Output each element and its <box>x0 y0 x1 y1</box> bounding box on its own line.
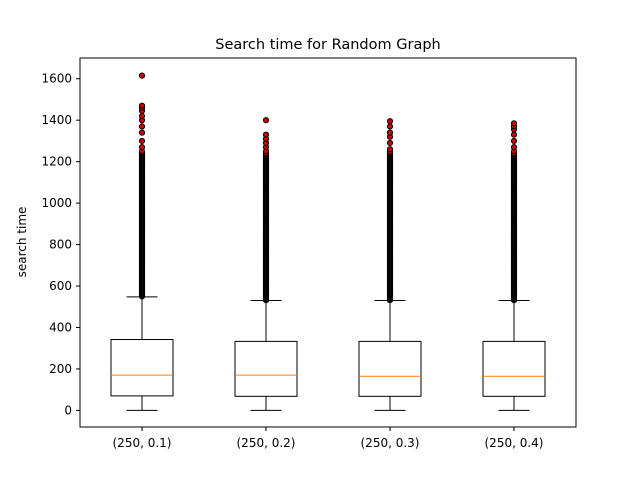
y-tick-label: 1200 <box>41 155 72 169</box>
y-tick-label: 0 <box>64 403 72 417</box>
outlier-point <box>138 102 146 109</box>
y-tick-label: 600 <box>49 279 72 293</box>
outlier-point <box>386 118 394 125</box>
box <box>110 339 174 397</box>
outlier-point <box>138 129 146 136</box>
outlier-point <box>138 123 146 130</box>
plot-area: 0 200 400 600 800 1000 1200 1400 1600 (250, 0.1) (… <box>41 72 546 450</box>
outlier-point <box>510 131 518 138</box>
outlier-point <box>386 139 394 147</box>
x-tick-label: (250, 0.1) <box>113 436 172 450</box>
y-tick-label: 1000 <box>41 196 72 210</box>
box <box>358 340 422 397</box>
outlier-point <box>386 146 394 153</box>
y-tick-label: 800 <box>49 238 72 252</box>
outlier-point <box>138 144 146 151</box>
box <box>234 340 298 397</box>
outlier-point <box>386 123 394 130</box>
y-tick-label: 1600 <box>41 72 72 86</box>
outlier-point <box>386 129 394 136</box>
x-tick-label: (250, 0.3) <box>361 436 420 450</box>
outlier-point <box>510 144 518 151</box>
x-tick-label: (250, 0.4) <box>485 436 544 450</box>
y-tick-label: 200 <box>49 362 72 376</box>
y-tick-label: 400 <box>49 320 72 334</box>
y-tick-label: 1400 <box>41 113 72 127</box>
x-tick-label: (250, 0.2) <box>237 436 296 450</box>
outlier-point <box>262 131 270 138</box>
outlier-point <box>138 137 146 145</box>
outlier-point <box>138 112 146 120</box>
outlier-point <box>510 120 518 127</box>
chart-title: Search time for Random Graph <box>215 37 440 53</box>
outlier-point <box>510 137 518 145</box>
plot-frame <box>79 57 577 428</box>
box <box>482 340 546 397</box>
outlier-point <box>138 72 146 79</box>
outlier-point <box>262 117 270 124</box>
y-axis-label: search time <box>15 207 29 278</box>
